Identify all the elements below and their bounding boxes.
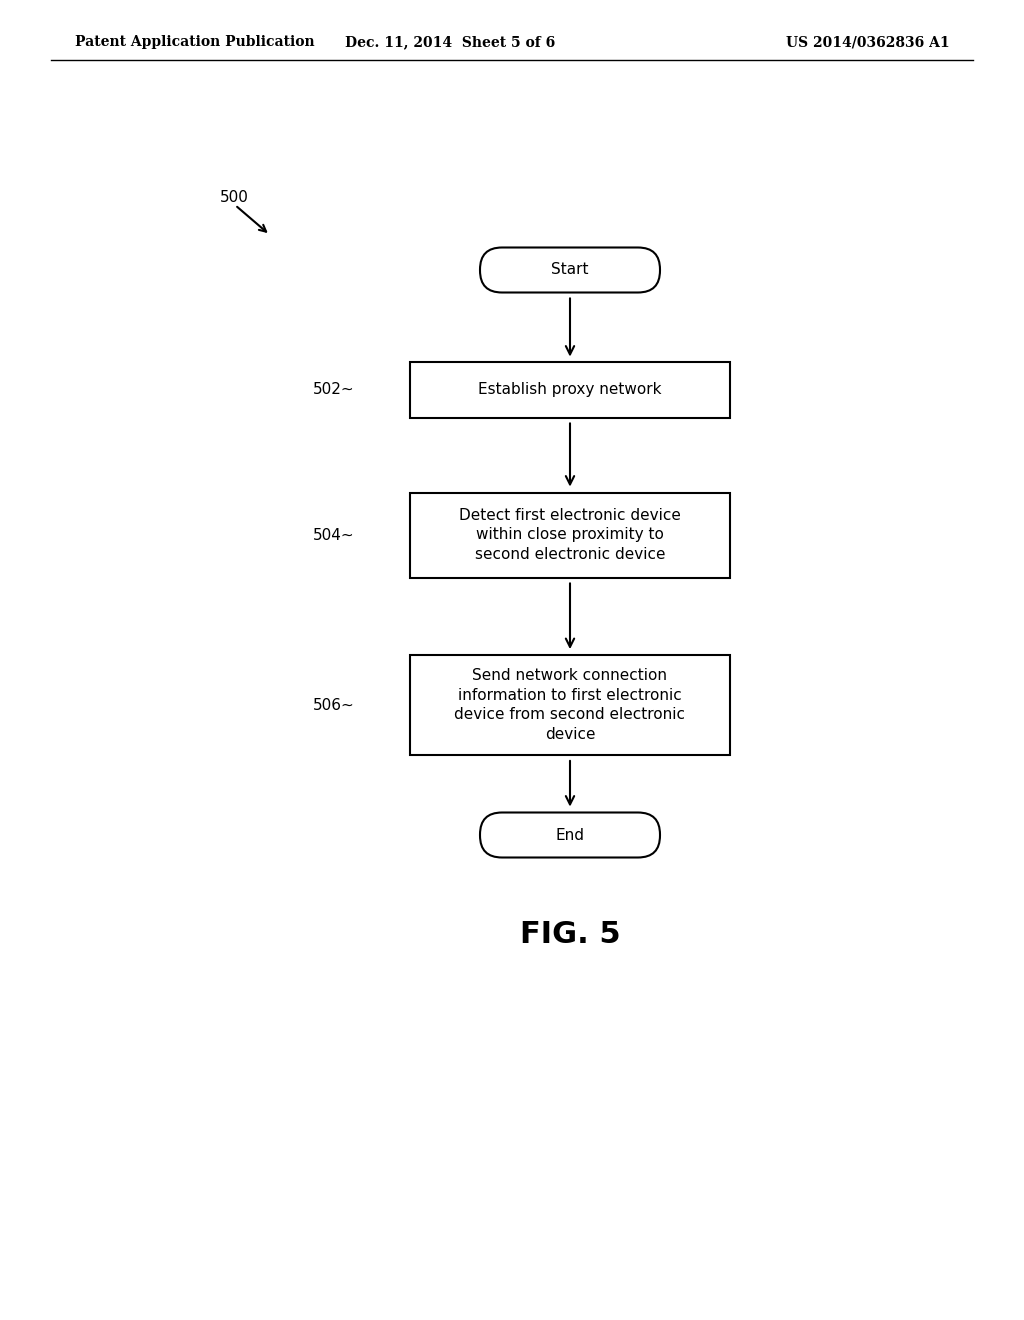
Text: End: End	[555, 828, 585, 842]
Text: 506∼: 506∼	[313, 697, 355, 713]
Text: 502∼: 502∼	[313, 383, 355, 397]
FancyBboxPatch shape	[480, 248, 660, 293]
Text: FIG. 5: FIG. 5	[520, 920, 621, 949]
FancyBboxPatch shape	[410, 492, 730, 578]
Text: Detect first electronic device
within close proximity to
second electronic devic: Detect first electronic device within cl…	[459, 508, 681, 562]
Text: 504∼: 504∼	[313, 528, 355, 543]
FancyBboxPatch shape	[410, 655, 730, 755]
Text: Start: Start	[551, 263, 589, 277]
Text: Send network connection
information to first electronic
device from second elect: Send network connection information to f…	[455, 668, 685, 742]
Text: Patent Application Publication: Patent Application Publication	[75, 36, 314, 49]
Text: 500: 500	[220, 190, 249, 205]
FancyBboxPatch shape	[480, 813, 660, 858]
Text: Establish proxy network: Establish proxy network	[478, 383, 662, 397]
Text: US 2014/0362836 A1: US 2014/0362836 A1	[786, 36, 950, 49]
FancyBboxPatch shape	[410, 363, 730, 417]
Text: Dec. 11, 2014  Sheet 5 of 6: Dec. 11, 2014 Sheet 5 of 6	[345, 36, 555, 49]
